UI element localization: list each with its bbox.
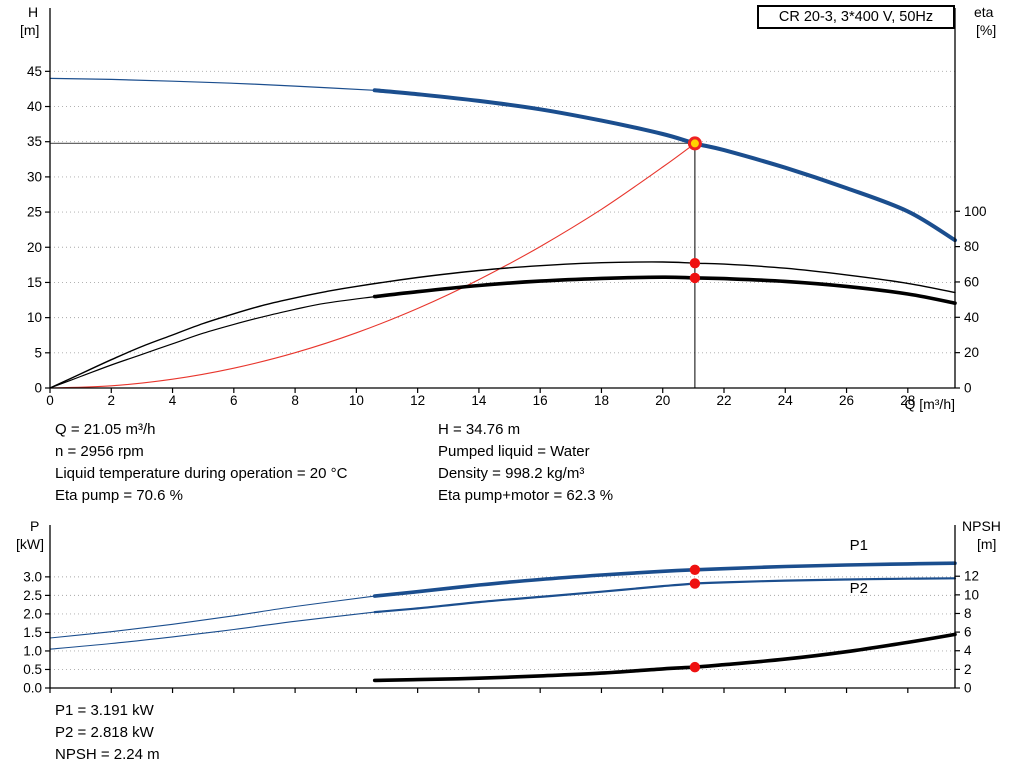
duty-dot <box>689 258 701 269</box>
tick-label-left: 15 <box>27 275 42 290</box>
duty-dot <box>689 564 701 575</box>
p-axis-title: P <box>30 518 40 534</box>
tick-label-left: 0 <box>34 381 42 396</box>
eta-pump-motor-curve <box>372 275 957 305</box>
tick-label-x: 2 <box>108 393 116 408</box>
tick-label-left: 0.0 <box>23 681 42 696</box>
tick-label-left: 2.0 <box>23 606 42 621</box>
info-npsh: NPSH = 2.24 m <box>55 746 160 763</box>
eta-axis-title: eta <box>974 4 994 20</box>
h-axis-title: H <box>28 4 39 20</box>
curve-label-p1: P1 <box>850 537 868 554</box>
tick-label-left: 10 <box>27 310 42 325</box>
tick-label-left: 1.0 <box>23 643 42 658</box>
tick-label-right: 80 <box>964 239 979 254</box>
tick-label-x: 6 <box>230 393 238 408</box>
info-eta-pump: Eta pump = 70.6 % <box>55 487 183 504</box>
info-eta-pump-motor: Eta pump+motor = 62.3 % <box>438 487 614 504</box>
info-flow: Q = 21.05 m³/h <box>55 421 156 438</box>
npsh-axis-unit: [m] <box>977 536 997 552</box>
npsh-curve <box>372 632 957 683</box>
tick-label-x: 10 <box>349 393 364 408</box>
duty-dot <box>689 272 701 284</box>
tick-label-left: 20 <box>27 240 42 255</box>
tick-label-x: 26 <box>839 393 854 408</box>
tick-label-x: 8 <box>291 393 299 408</box>
info-speed: n = 2956 rpm <box>55 443 144 460</box>
tick-label-x: 0 <box>46 393 54 408</box>
p2-curve <box>373 577 957 614</box>
eta-pump-motor-curve-thin <box>49 296 375 389</box>
tick-label-right: 8 <box>964 606 972 621</box>
tick-label-right: 60 <box>964 274 979 289</box>
p2-curve-thin <box>49 611 375 650</box>
eta-pump-curve <box>49 261 956 389</box>
tick-label-right: 0 <box>964 381 972 396</box>
info-p2: P2 = 2.818 kW <box>55 724 154 741</box>
tick-label-right: 10 <box>964 587 979 602</box>
duty-dot <box>689 661 701 673</box>
tick-label-right: 4 <box>964 643 972 658</box>
tick-label-x: 16 <box>533 393 548 408</box>
duty-dot <box>689 578 701 589</box>
info-head: H = 34.76 m <box>438 421 521 438</box>
pump-curve-qh-thin <box>49 77 375 91</box>
eta-axis-unit: [%] <box>976 22 997 38</box>
duty-point[interactable] <box>687 136 702 151</box>
tick-label-left: 2.5 <box>23 588 42 603</box>
tick-label-right: 12 <box>964 569 979 584</box>
info-pumped-liquid: Pumped liquid = Water <box>438 443 590 460</box>
tick-label-x: 22 <box>716 393 731 408</box>
tick-label-left: 25 <box>27 205 42 220</box>
pump-title-box: CR 20-3, 3*400 V, 50Hz <box>757 5 955 29</box>
tick-label-right: 40 <box>964 310 979 325</box>
p1-curve-thin <box>49 595 375 639</box>
tick-label-x: 12 <box>410 393 425 408</box>
info-p1: P1 = 3.191 kW <box>55 702 154 719</box>
tick-label-right: 20 <box>964 345 979 360</box>
tick-label-left: 30 <box>27 169 42 184</box>
system-curve <box>49 142 696 389</box>
tick-label-x: 28 <box>900 393 915 408</box>
tick-label-x: 14 <box>471 393 487 408</box>
curve-label-p2: P2 <box>850 580 868 597</box>
tick-label-left: 40 <box>27 99 42 114</box>
tick-label-right: 0 <box>964 681 972 696</box>
info-density: Density = 998.2 kg/m³ <box>438 465 585 482</box>
tick-label-left: 5 <box>34 345 42 360</box>
p-axis-unit: [kW] <box>16 536 44 552</box>
tick-label-x: 4 <box>169 393 177 408</box>
tick-label-left: 35 <box>27 134 42 149</box>
tick-label-x: 24 <box>778 393 794 408</box>
tick-label-left: 3.0 <box>23 569 42 584</box>
npsh-axis-title: NPSH <box>962 518 1001 534</box>
h-axis-unit: [m] <box>20 22 40 38</box>
tick-label-right: 2 <box>964 662 972 677</box>
q-axis-title: Q [m³/h] <box>904 396 955 412</box>
tick-label-right: 6 <box>964 625 972 640</box>
pump-curve-qh <box>372 88 957 243</box>
p1-curve <box>372 561 957 598</box>
tick-label-x: 20 <box>655 393 670 408</box>
info-temperature: Liquid temperature during operation = 20… <box>55 465 348 482</box>
tick-label-left: 45 <box>27 64 42 79</box>
tick-label-x: 18 <box>594 393 609 408</box>
tick-label-right: 100 <box>964 204 987 219</box>
tick-label-left: 0.5 <box>23 662 42 677</box>
tick-label-left: 1.5 <box>23 625 42 640</box>
